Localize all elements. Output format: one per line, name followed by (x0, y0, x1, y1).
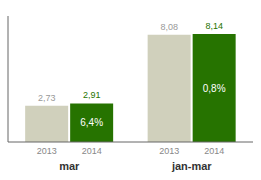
svg-text:2013: 2013 (37, 146, 57, 156)
svg-text:2,73: 2,73 (38, 93, 56, 103)
svg-text:2013: 2013 (159, 146, 179, 156)
svg-text:6,4%: 6,4% (80, 117, 103, 128)
svg-text:0,8%: 0,8% (203, 83, 226, 94)
svg-text:mar: mar (59, 160, 80, 172)
svg-text:2,91: 2,91 (83, 90, 101, 100)
svg-text:jan-mar: jan-mar (171, 160, 212, 172)
svg-text:8,08: 8,08 (160, 22, 178, 32)
svg-text:2014: 2014 (204, 146, 224, 156)
svg-text:2014: 2014 (82, 146, 102, 156)
svg-text:8,14: 8,14 (205, 21, 223, 31)
